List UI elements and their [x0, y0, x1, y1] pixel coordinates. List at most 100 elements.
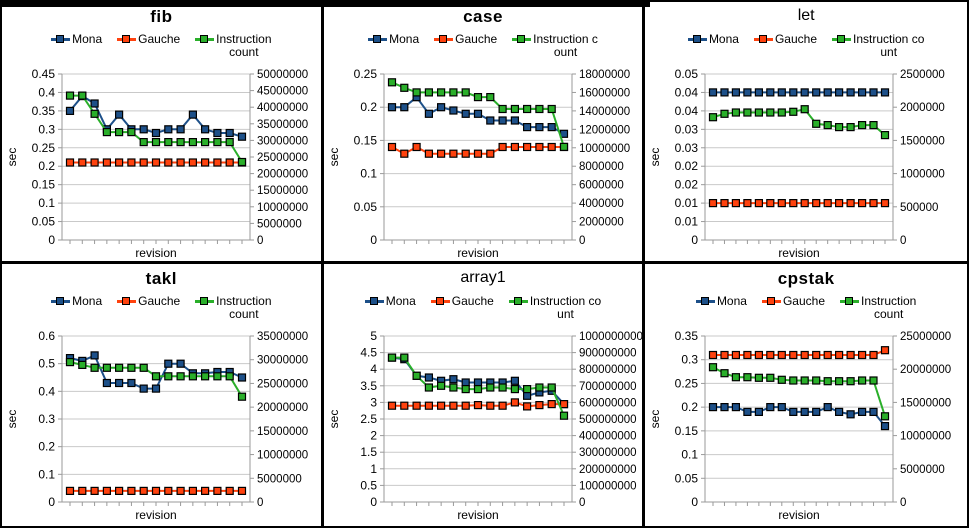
data-point-marker	[498, 104, 507, 114]
legend-label-instruction-count-line1: Instruction co	[529, 294, 602, 308]
data-point-marker	[461, 149, 470, 158]
data-point-marker	[743, 407, 752, 416]
right-axis-tick-label: 25000000	[900, 331, 951, 343]
data-point-marker	[201, 158, 210, 167]
data-point-marker	[823, 120, 833, 130]
data-point-marker	[213, 138, 222, 147]
x-axis-title: revision	[457, 246, 498, 260]
data-point-marker	[213, 372, 222, 381]
data-point-marker	[766, 88, 775, 97]
data-point-marker	[387, 142, 396, 152]
left-axis-tick-label: 0.2	[360, 100, 377, 114]
data-point-marker	[559, 400, 568, 409]
data-point-marker	[225, 128, 234, 138]
right-axis-tick-label: 25000000	[257, 152, 308, 164]
plot-area: 0.05 0.04 0.04 0.03 0.03 0.02 0.02 0.01 0.01 0 250…	[648, 67, 945, 260]
legend-label-instruction-count-line2: count	[874, 306, 904, 321]
data-point-marker	[732, 88, 741, 97]
data-point-marker	[164, 158, 173, 167]
data-point-marker	[547, 400, 556, 409]
legend-label-mona: Mona	[385, 294, 416, 308]
left-axis-tick-label: 0.3	[682, 353, 699, 367]
data-point-marker	[732, 373, 741, 382]
legend-item-gauche: Gauche	[434, 33, 497, 46]
right-axis-tick-label: 500000000	[579, 414, 637, 426]
y-axis-title: sec	[327, 410, 341, 429]
data-point-marker	[188, 486, 197, 495]
mona-series-marker-icon	[51, 34, 71, 45]
data-point-marker	[812, 199, 821, 208]
x-axis-title: revision	[779, 508, 820, 522]
data-point-marker	[65, 158, 75, 167]
chart-plot: 0.35 0.3 0.25 0.2 0.15 0.1 0.05 0 25000000 200000…	[648, 329, 951, 522]
chart-title: fib	[150, 7, 173, 26]
left-axis-tick-label: 0	[48, 233, 55, 247]
right-axis-tick-label: 5000000	[257, 218, 302, 230]
legend-label-instruction-count-line2: unt	[880, 44, 898, 59]
right-axis-tick-label: 20000000	[900, 364, 951, 376]
data-point-marker	[139, 125, 148, 134]
data-point-marker	[188, 158, 197, 167]
data-point-marker	[448, 88, 458, 97]
data-point-marker	[547, 104, 556, 114]
left-axis-tick-label: 0.2	[38, 440, 55, 454]
data-point-marker	[461, 378, 470, 387]
data-point-marker	[461, 88, 470, 97]
chart-panel-case: case Mona Gauche Instruction c ount 0.25 0…	[323, 2, 646, 264]
data-point-marker	[485, 383, 495, 392]
plot-area: 0.45 0.4 0.35 0.3 0.25 0.2 0.15 0.1 0.05 0 5000000…	[5, 67, 308, 260]
legend-label-instruction-count-line1: Instruction	[216, 294, 272, 308]
legend-item-gauche: Gauche	[430, 295, 494, 308]
legend-label-mona: Mona	[72, 294, 103, 308]
chart-panel-let: let Mona Gauche Instruction co unt 0.05 0.…	[645, 2, 967, 264]
data-point-marker	[709, 113, 718, 122]
data-point-marker	[151, 486, 161, 495]
data-point-marker	[127, 127, 136, 137]
series-gauche	[387, 142, 568, 158]
data-point-marker	[812, 88, 821, 97]
right-axis-tick-label: 6000000	[579, 180, 624, 192]
data-point-marker	[436, 401, 445, 410]
right-axis-tick-label: 45000000	[257, 86, 308, 98]
data-point-marker	[709, 403, 718, 412]
data-point-marker	[127, 378, 136, 388]
data-point-marker	[720, 199, 729, 208]
chart-title: let	[797, 7, 815, 24]
left-axis-tick-label: 0.3	[38, 122, 55, 136]
right-axis-tick-label: 1500000	[900, 135, 945, 147]
left-axis-tick-label: 0.1	[682, 448, 699, 462]
left-axis-tick-label: 0.2	[38, 159, 55, 173]
y-axis-title: sec	[327, 148, 341, 167]
chart-plot: 0.25 0.2 0.15 0.1 0.05 0 18000000 16000000 14000…	[327, 67, 630, 260]
instruction-count-series-marker-icon	[840, 296, 859, 307]
left-axis-tick-label: 2.5	[360, 412, 377, 426]
left-axis-tick-label: 0	[692, 495, 699, 509]
right-axis-tick-label: 0	[257, 497, 263, 509]
data-point-marker	[755, 373, 764, 382]
data-point-marker	[823, 403, 833, 412]
data-point-marker	[709, 363, 718, 372]
left-axis-tick-label: 0.35	[32, 104, 56, 118]
right-axis-tick-label: 300000000	[579, 447, 637, 459]
legend-label-gauche: Gauche	[774, 32, 817, 46]
data-point-marker	[90, 99, 99, 108]
data-point-marker	[800, 88, 810, 97]
data-point-marker	[436, 88, 445, 97]
left-axis-tick-label: 0.5	[360, 478, 377, 492]
data-point-marker	[789, 88, 798, 97]
data-point-marker	[201, 372, 210, 381]
data-point-marker	[78, 91, 87, 100]
series-gauche	[65, 158, 247, 167]
plot-area: 0.6 0.5 0.4 0.3 0.2 0.1 0 35000000 30000000 25000…	[5, 329, 308, 522]
data-point-marker	[225, 158, 234, 167]
left-axis-tick-label: 0.1	[38, 196, 55, 210]
right-axis-tick-label: 15000000	[257, 426, 308, 438]
data-point-marker	[869, 88, 878, 97]
legend-label-gauche: Gauche	[782, 294, 825, 308]
data-point-marker	[237, 157, 247, 167]
series-instruction-count	[65, 91, 247, 167]
right-axis-tick-label: 12000000	[579, 124, 630, 136]
data-point-marker	[846, 122, 856, 132]
data-point-marker	[510, 116, 519, 125]
right-axis-tick-label: 15000000	[900, 397, 951, 409]
